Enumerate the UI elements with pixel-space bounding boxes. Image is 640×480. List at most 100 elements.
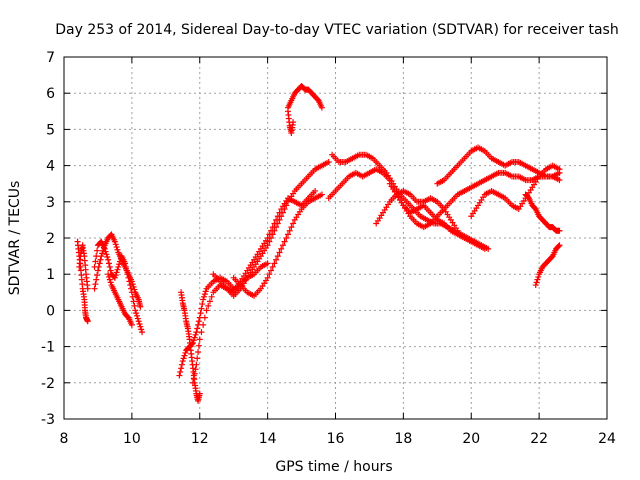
data-point — [192, 366, 199, 373]
data-point — [271, 227, 278, 234]
data-point — [312, 187, 319, 194]
data-point — [201, 291, 208, 298]
data-point — [196, 390, 203, 397]
data-point — [279, 209, 286, 216]
data-point — [176, 372, 183, 379]
y-tick-label: 5 — [46, 122, 55, 138]
data-point — [94, 247, 101, 254]
data-point — [535, 273, 542, 280]
data-point — [195, 349, 202, 356]
data-point — [106, 276, 113, 283]
data-point — [178, 365, 185, 372]
data-point — [195, 342, 202, 349]
data-point — [534, 276, 541, 283]
data-point — [179, 358, 186, 365]
x-tick-label: 14 — [259, 431, 277, 447]
y-axis-label: SDTVAR / TECUs — [7, 181, 23, 296]
data-point — [266, 271, 273, 278]
data-point — [133, 310, 140, 317]
data-point — [290, 119, 297, 126]
data-point — [128, 321, 135, 328]
data-point — [93, 276, 100, 283]
data-point — [98, 253, 105, 260]
data-point — [84, 318, 91, 325]
x-tick-label: 8 — [60, 431, 69, 447]
data-point — [106, 263, 113, 270]
data-point — [133, 312, 140, 319]
data-point — [318, 191, 325, 198]
data-point — [91, 285, 98, 292]
data-point — [196, 314, 203, 321]
data-point — [113, 244, 120, 251]
data-point — [105, 260, 112, 267]
data-point — [138, 326, 145, 333]
data-point — [325, 158, 332, 165]
x-axis-label: GPS time / hours — [275, 459, 392, 475]
data-point — [290, 220, 297, 227]
data-point — [273, 224, 280, 231]
data-point — [105, 273, 112, 280]
data-point — [92, 281, 99, 288]
data-point — [271, 260, 278, 267]
data-point — [532, 282, 539, 289]
data-point — [268, 267, 275, 274]
data-point — [485, 245, 492, 252]
data-point — [114, 246, 121, 253]
data-point — [128, 278, 135, 285]
data-point — [286, 227, 293, 234]
data-point — [95, 263, 102, 270]
data-point — [200, 321, 207, 328]
data-point — [104, 254, 111, 261]
data-point — [107, 279, 114, 286]
data-point — [113, 269, 120, 276]
data-point — [201, 314, 208, 321]
data-point — [129, 293, 136, 300]
y-tick-label: 6 — [46, 86, 55, 102]
data-point — [93, 253, 100, 260]
data-point — [191, 334, 198, 341]
data-point — [284, 231, 291, 238]
data-point — [105, 256, 112, 263]
data-point — [264, 260, 271, 267]
series-arc-2 — [76, 242, 91, 292]
data-point — [278, 245, 285, 252]
data-point — [180, 355, 187, 362]
data-point — [112, 272, 119, 279]
data-point — [189, 379, 196, 386]
data-point — [196, 336, 203, 343]
data-point — [116, 261, 123, 268]
data-point — [269, 231, 276, 238]
x-tick-label: 24 — [598, 431, 616, 447]
series-arc-4 — [91, 231, 144, 310]
data-point — [198, 329, 205, 336]
data-point — [129, 281, 136, 288]
series-arc-19 — [522, 191, 563, 234]
series-arc-5 — [105, 271, 135, 328]
x-tick-label: 10 — [123, 431, 141, 447]
y-tick-label: 2 — [46, 231, 55, 247]
data-point — [264, 274, 271, 281]
data-point — [105, 271, 112, 278]
data-point — [100, 244, 107, 251]
data-point — [97, 256, 104, 263]
data-point — [190, 337, 197, 344]
data-point — [266, 238, 273, 245]
x-tick-label: 22 — [530, 431, 548, 447]
data-point — [139, 329, 146, 336]
data-point — [103, 251, 110, 258]
data-point — [191, 370, 198, 377]
data-point — [318, 104, 325, 111]
data-point — [115, 263, 122, 270]
data-point — [276, 216, 283, 223]
data-point — [92, 258, 99, 265]
data-point — [206, 298, 213, 305]
data-point — [177, 368, 184, 375]
data-point — [281, 206, 288, 213]
y-tick-label: 0 — [46, 303, 55, 319]
data-point — [283, 202, 290, 209]
data-point — [278, 213, 285, 220]
data-point — [107, 267, 114, 274]
data-point — [96, 260, 103, 267]
series-arc-20 — [532, 242, 563, 289]
